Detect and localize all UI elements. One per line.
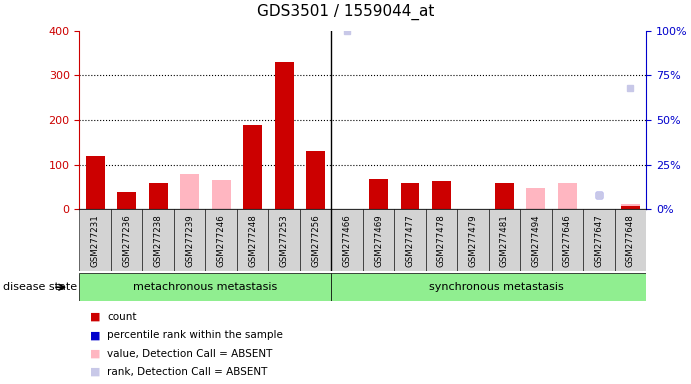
FancyBboxPatch shape [583, 209, 614, 271]
Bar [274, 62, 294, 209]
FancyBboxPatch shape [79, 273, 331, 301]
FancyBboxPatch shape [79, 209, 111, 271]
FancyBboxPatch shape [395, 209, 426, 271]
Text: GSM277236: GSM277236 [122, 214, 131, 267]
Bar [495, 184, 514, 209]
FancyBboxPatch shape [614, 209, 646, 271]
FancyBboxPatch shape [363, 209, 395, 271]
Text: metachronous metastasis: metachronous metastasis [133, 282, 278, 292]
Bar [432, 181, 451, 209]
Bar [306, 151, 325, 209]
Text: GSM277478: GSM277478 [437, 214, 446, 267]
Text: GSM277253: GSM277253 [280, 214, 289, 267]
Bar [211, 180, 231, 209]
FancyBboxPatch shape [331, 209, 363, 271]
Text: GSM277248: GSM277248 [248, 214, 257, 267]
Text: GDS3501 / 1559044_at: GDS3501 / 1559044_at [257, 4, 434, 20]
Text: ■: ■ [90, 330, 100, 340]
Text: percentile rank within the sample: percentile rank within the sample [107, 330, 283, 340]
FancyBboxPatch shape [174, 209, 205, 271]
Text: ■: ■ [90, 349, 100, 359]
Bar [306, 192, 325, 209]
Text: GSM277481: GSM277481 [500, 214, 509, 267]
Text: GSM277646: GSM277646 [563, 214, 572, 267]
Text: GSM277477: GSM277477 [406, 214, 415, 267]
Bar [86, 156, 104, 209]
Text: GSM277494: GSM277494 [531, 214, 540, 267]
Text: count: count [107, 312, 137, 322]
Bar [401, 184, 419, 209]
Text: GSM277238: GSM277238 [153, 214, 162, 267]
Bar [149, 184, 168, 209]
Text: GSM277466: GSM277466 [343, 214, 352, 267]
Bar [243, 125, 262, 209]
FancyBboxPatch shape [426, 209, 457, 271]
Text: rank, Detection Call = ABSENT: rank, Detection Call = ABSENT [107, 367, 267, 377]
FancyBboxPatch shape [205, 209, 237, 271]
Text: synchronous metastasis: synchronous metastasis [429, 282, 564, 292]
Bar [621, 206, 640, 209]
FancyBboxPatch shape [520, 209, 551, 271]
FancyBboxPatch shape [457, 209, 489, 271]
Text: GSM277648: GSM277648 [626, 214, 635, 267]
Text: GSM277469: GSM277469 [374, 214, 383, 267]
Bar [432, 197, 451, 209]
Text: value, Detection Call = ABSENT: value, Detection Call = ABSENT [107, 349, 272, 359]
Bar [117, 192, 136, 209]
FancyBboxPatch shape [268, 209, 300, 271]
Text: GSM277246: GSM277246 [216, 214, 226, 267]
Bar [527, 188, 545, 209]
Text: GSM277231: GSM277231 [91, 214, 100, 267]
Bar [180, 174, 199, 209]
FancyBboxPatch shape [489, 209, 520, 271]
FancyBboxPatch shape [551, 209, 583, 271]
FancyBboxPatch shape [300, 209, 331, 271]
Text: disease state: disease state [3, 282, 77, 292]
Bar [369, 179, 388, 209]
Text: GSM277256: GSM277256 [311, 214, 320, 267]
Text: GSM277647: GSM277647 [594, 214, 603, 267]
Text: GSM277239: GSM277239 [185, 214, 194, 267]
Text: GSM277479: GSM277479 [468, 214, 477, 267]
FancyBboxPatch shape [111, 209, 142, 271]
Text: ■: ■ [90, 367, 100, 377]
Text: ■: ■ [90, 312, 100, 322]
Bar [558, 184, 577, 209]
Bar [621, 204, 640, 209]
FancyBboxPatch shape [142, 209, 174, 271]
FancyBboxPatch shape [237, 209, 268, 271]
FancyBboxPatch shape [331, 273, 662, 301]
